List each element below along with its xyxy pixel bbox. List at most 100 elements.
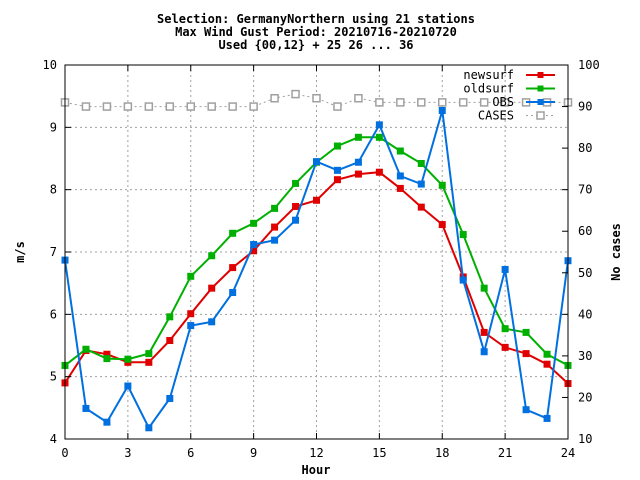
data-point-newsurf	[229, 264, 237, 272]
x-tick-label: 9	[250, 446, 257, 460]
legend-label-newsurf: newsurf	[463, 68, 514, 82]
y2-tick-label: 40	[578, 307, 592, 321]
data-point-newsurf	[501, 343, 509, 351]
data-point-oldsurf	[480, 284, 488, 292]
data-point-cases	[270, 93, 279, 103]
data-point-cases	[354, 93, 363, 103]
data-point-cases	[312, 93, 321, 103]
data-point-cases	[144, 102, 154, 111]
y2-tick-label: 20	[578, 390, 592, 404]
y2-tick-label: 100	[578, 58, 600, 72]
data-point-cases	[479, 98, 489, 107]
data-point-cases	[249, 102, 258, 111]
y2-tick-label: 80	[578, 141, 592, 155]
data-point-cases	[207, 102, 216, 111]
y2-tick-label: 90	[578, 100, 592, 114]
data-point-cases	[165, 102, 175, 111]
data-point-newsurf	[522, 350, 530, 358]
data-point-oldsurf	[396, 147, 404, 155]
data-point-newsurf	[354, 170, 362, 178]
data-point-oldsurf	[82, 345, 90, 353]
data-point-newsurf	[396, 184, 404, 192]
data-point-obs	[543, 414, 551, 422]
data-point-oldsurf	[333, 142, 341, 150]
data-point-newsurf	[375, 168, 383, 176]
data-point-cases	[123, 102, 133, 111]
chart-title-line-2: Max Wind Gust Period: 20210716-20210720	[175, 25, 457, 39]
data-point-obs	[229, 289, 237, 297]
data-point-newsurf	[480, 328, 488, 336]
data-point-newsurf	[271, 223, 279, 231]
legend-marker-oldsurf	[537, 85, 544, 92]
data-point-cases	[186, 102, 195, 111]
data-point-oldsurf	[501, 325, 509, 333]
data-point-oldsurf	[459, 231, 467, 239]
data-point-obs	[396, 172, 404, 180]
data-point-obs	[250, 241, 258, 249]
data-point-cases	[438, 98, 447, 107]
legend-marker-newsurf	[537, 72, 544, 78]
data-point-oldsurf	[145, 350, 153, 358]
data-point-oldsurf	[166, 313, 174, 321]
y-tick-label: 5	[50, 370, 57, 384]
y-tick-label: 7	[50, 245, 57, 259]
ticks: 0 3 6 9 12 15 18 21 24 4 5 6 7 8 9 10 10 20 30 40 50 60 70 80 90…	[43, 58, 600, 460]
data-point-cases	[417, 98, 426, 107]
y2-tick-label: 30	[578, 349, 592, 363]
data-point-oldsurf	[522, 328, 530, 336]
y-tick-label: 10	[43, 58, 57, 72]
chart-title-line-1: Selection: GermanyNorthern using 21 stat…	[157, 12, 475, 26]
data-point-obs	[124, 382, 132, 390]
data-point-newsurf	[208, 284, 216, 292]
data-point-oldsurf	[208, 252, 216, 260]
data-point-oldsurf	[417, 159, 425, 167]
data-point-oldsurf	[292, 179, 300, 187]
data-point-obs	[417, 180, 425, 188]
data-point-oldsurf	[271, 204, 279, 212]
legend-label-obs: OBS	[492, 95, 514, 109]
y-axis-label: m/s	[13, 241, 27, 263]
y-tick-label: 9	[50, 120, 57, 134]
x-tick-label: 12	[309, 446, 323, 460]
data-point-obs	[438, 107, 446, 115]
x-tick-label: 24	[561, 446, 575, 460]
data-point-obs	[103, 418, 111, 426]
data-point-newsurf	[333, 176, 341, 184]
data-point-obs	[145, 424, 153, 432]
series-obs	[61, 107, 572, 432]
data-point-obs	[501, 265, 509, 273]
data-point-cases	[102, 102, 112, 111]
x-tick-label: 21	[498, 446, 512, 460]
legend-marker-obs	[537, 99, 544, 105]
data-point-oldsurf	[250, 219, 258, 227]
data-point-newsurf	[313, 196, 320, 204]
data-point-cases	[81, 102, 91, 111]
data-point-obs	[166, 394, 174, 402]
y-tick-label: 4	[50, 432, 57, 446]
data-point-obs	[313, 158, 320, 166]
data-point-oldsurf	[438, 181, 446, 189]
data-point-obs	[480, 348, 488, 356]
x-tick-label: 0	[61, 446, 68, 460]
series-newsurf	[61, 168, 572, 388]
grid	[65, 65, 568, 439]
data-point-cases	[375, 98, 384, 107]
data-point-oldsurf	[103, 355, 111, 363]
data-point-newsurf	[543, 360, 551, 368]
data-point-cases	[458, 98, 468, 107]
data-point-cases	[396, 98, 405, 107]
data-point-cases	[500, 98, 510, 107]
chart-title: Selection: GermanyNorthern using 21 stat…	[157, 12, 475, 52]
x-tick-label: 3	[124, 446, 131, 460]
data-point-newsurf	[292, 202, 300, 210]
data-point-obs	[459, 276, 467, 284]
legend-entry-oldsurf: oldsurf	[463, 82, 555, 96]
legend-label-cases: CASES	[478, 109, 514, 123]
data-point-obs	[333, 166, 341, 174]
legend-label-oldsurf: oldsurf	[463, 82, 514, 96]
chart-title-line-3: Used {00,12} + 25 26 ... 36	[218, 38, 413, 52]
data-point-obs	[292, 216, 300, 224]
data-point-oldsurf	[543, 350, 551, 358]
data-point-newsurf	[166, 337, 174, 345]
